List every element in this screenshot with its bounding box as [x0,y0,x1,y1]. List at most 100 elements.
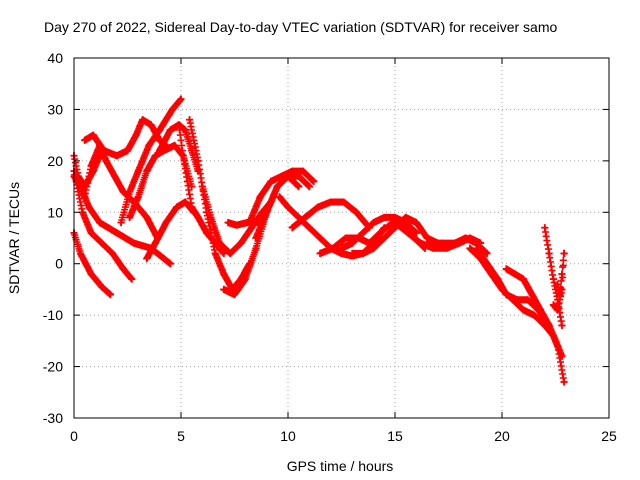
data-point [451,239,459,247]
data-point [166,260,174,268]
series-track-27 [502,265,568,386]
y-tick-label: -10 [43,307,63,323]
series-track-19 [288,198,373,232]
data-point [216,239,224,247]
x-tick-label: 5 [177,428,185,444]
data-point [98,239,106,247]
data-point [151,152,159,160]
data-point [252,244,260,252]
data-point [138,116,146,124]
data-point [554,280,562,288]
data-point [370,244,378,252]
data-point [530,311,538,319]
data-point [305,183,313,191]
data-point [370,219,378,227]
data-point [472,244,480,252]
data-point [438,239,446,247]
data-point [402,213,410,221]
data-point [183,177,191,185]
data-point [166,126,174,134]
data-point [188,203,196,211]
data-point [76,183,84,191]
data-point [556,291,564,299]
y-tick-label: 0 [55,256,63,272]
data-point [494,275,502,283]
data-point [119,188,127,196]
y-tick-label: -30 [43,410,63,426]
data-point [145,141,153,149]
data-point [179,152,187,160]
data-point [513,296,521,304]
data-point [524,296,532,304]
data-point [348,249,356,257]
x-tick-label: 20 [494,428,510,444]
data-point [87,229,95,237]
data-point [365,239,373,247]
data-point [175,121,183,129]
data-point [130,239,138,247]
data-point [119,265,127,273]
data-point [310,177,318,185]
data-point [194,157,202,165]
data-point [412,219,420,227]
data-point [502,291,510,299]
data-point [194,213,202,221]
data-point [85,203,93,211]
data-point [462,234,470,242]
data-point [81,193,89,201]
data-point [380,234,388,242]
y-tick-label: 20 [47,153,63,169]
data-point [554,342,562,350]
data-point [186,116,194,124]
series-track-7 [117,95,185,227]
data-point [126,213,134,221]
data-point [256,193,264,201]
data-point [329,244,337,252]
data-layer [70,95,568,386]
y-tick-label: 30 [47,101,63,117]
data-point [483,249,491,257]
data-point [352,208,360,216]
data-point [113,229,121,237]
data-point [511,270,519,278]
data-point [87,270,95,278]
data-point [111,172,119,180]
data-point [198,183,206,191]
data-point [284,203,292,211]
y-axis-label: SDTVAR / TECUs [6,182,22,294]
data-point [89,131,97,139]
data-point [113,152,121,160]
data-point [314,203,322,211]
data-point [124,147,131,155]
data-point [391,219,399,227]
data-point [340,198,348,206]
data-point [81,136,89,144]
data-point [224,219,232,227]
data-point [126,188,134,196]
data-point [233,221,241,229]
data-point [554,306,562,314]
data-point [226,249,234,257]
data-point [528,291,536,299]
data-point [404,229,412,237]
data-point [502,265,510,273]
data-point [98,283,106,291]
data-point [338,244,345,252]
data-point [102,157,110,165]
data-point [207,213,215,221]
data-point [412,229,420,237]
data-point [143,213,151,221]
x-tick-label: 10 [280,428,296,444]
data-point [143,167,151,175]
y-tick-label: -20 [43,359,63,375]
data-point [295,183,303,191]
data-point [275,193,283,201]
data-point [231,291,238,299]
data-point [305,224,313,232]
data-point [106,291,114,299]
data-point [143,255,151,263]
data-point [359,249,367,257]
data-point [156,126,164,134]
data-point [541,224,549,232]
